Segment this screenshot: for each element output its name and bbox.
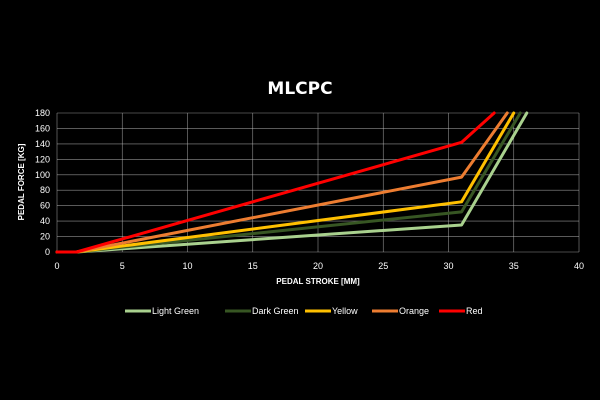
y-tick-label: 80 <box>40 185 50 195</box>
x-tick-label: 0 <box>54 261 59 271</box>
y-tick-label: 120 <box>35 154 50 164</box>
legend: Light Green Dark Green Yellow Orange Red <box>125 306 483 316</box>
series-line-dark-green <box>55 111 522 254</box>
y-tick-label: 20 <box>40 232 50 242</box>
x-tick-label: 25 <box>378 261 388 271</box>
x-tick-label: 15 <box>248 261 258 271</box>
legend-label-light-green: Light Green <box>152 306 199 316</box>
x-axis-ticks: 0 5 10 15 20 25 30 35 40 <box>54 261 584 271</box>
y-tick-label: 180 <box>35 108 50 118</box>
chart-title: MLCPC <box>267 79 332 99</box>
y-tick-label: 40 <box>40 216 50 226</box>
y-axis-ticks: 0 20 40 60 80 100 120 140 160 180 <box>35 108 50 257</box>
series-line-light-green <box>55 111 529 254</box>
x-tick-label: 40 <box>574 261 584 271</box>
y-tick-label: 60 <box>40 201 50 211</box>
series-line-red <box>55 111 496 254</box>
legend-label-orange: Orange <box>399 306 429 316</box>
x-tick-label: 35 <box>509 261 519 271</box>
x-tick-label: 10 <box>182 261 192 271</box>
legend-label-red: Red <box>466 306 483 316</box>
x-tick-label: 30 <box>443 261 453 271</box>
y-tick-label: 160 <box>35 123 50 133</box>
legend-label-yellow: Yellow <box>332 306 358 316</box>
x-tick-label: 5 <box>120 261 125 271</box>
x-tick-label: 20 <box>313 261 323 271</box>
y-tick-label: 140 <box>35 139 50 149</box>
y-tick-label: 0 <box>45 247 50 257</box>
x-axis-label: PEDAL STROKE [MM] <box>276 277 360 286</box>
y-tick-label: 100 <box>35 170 50 180</box>
series-lines <box>55 111 529 254</box>
legend-label-dark-green: Dark Green <box>252 306 299 316</box>
y-axis-label: PEDAL FORCE [KG] <box>17 143 26 220</box>
